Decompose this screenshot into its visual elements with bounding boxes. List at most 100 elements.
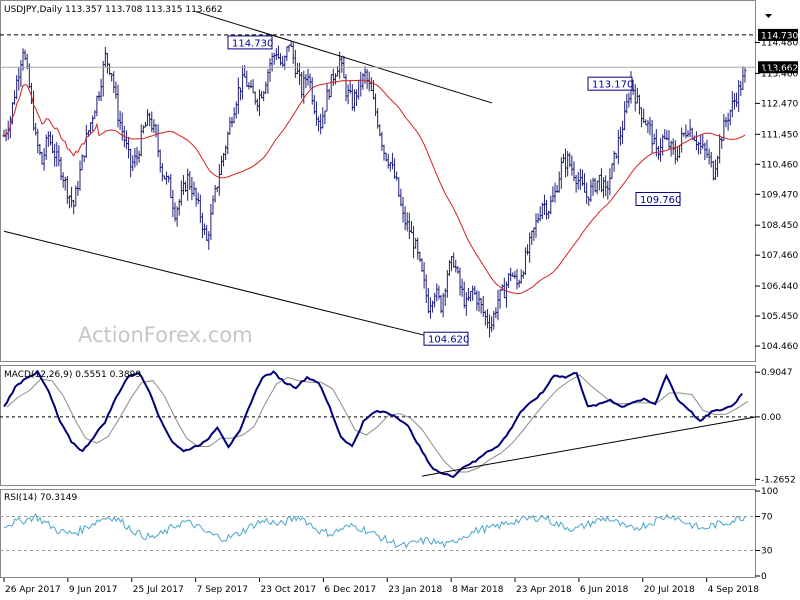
price-bar bbox=[386, 153, 390, 169]
price-bar bbox=[380, 131, 384, 152]
rsi-layer bbox=[0, 513, 756, 551]
price-bar bbox=[496, 289, 500, 321]
macd-y-tick-label: -1.2652 bbox=[761, 475, 796, 485]
x-tick-label: 25 Jul 2017 bbox=[133, 585, 184, 595]
macd-trendline bbox=[421, 416, 757, 477]
price-bar bbox=[428, 297, 432, 319]
price-bar bbox=[572, 161, 576, 182]
price-bar bbox=[507, 273, 511, 289]
x-tick-label: 8 Mar 2018 bbox=[452, 585, 504, 595]
price-bar bbox=[718, 134, 722, 164]
price-bar bbox=[675, 147, 679, 162]
price-bar bbox=[279, 53, 283, 66]
rsi-line bbox=[3, 513, 746, 549]
price-bar bbox=[513, 270, 517, 279]
price-bar bbox=[143, 121, 147, 128]
price-bar bbox=[680, 127, 684, 153]
macd-panel-frame bbox=[0, 365, 756, 486]
price-bar bbox=[564, 148, 568, 178]
price-bar bbox=[285, 46, 289, 61]
price-bar bbox=[226, 131, 230, 154]
price-bar bbox=[200, 212, 204, 239]
price-bar bbox=[625, 93, 629, 114]
watermark: ActionForex.com bbox=[78, 323, 253, 347]
price-bar bbox=[732, 93, 736, 110]
rsi-y-tick-label: 70 bbox=[761, 513, 773, 523]
header-dropdown-icon[interactable] bbox=[765, 14, 772, 18]
price-bar bbox=[245, 70, 249, 87]
price-bar bbox=[583, 173, 587, 193]
price-bar bbox=[331, 68, 335, 86]
price-bar bbox=[538, 206, 542, 222]
price-bar bbox=[728, 109, 732, 126]
price-bar bbox=[606, 180, 610, 200]
price-bar bbox=[650, 119, 654, 154]
price-bar bbox=[141, 125, 145, 134]
price-bar bbox=[462, 281, 466, 309]
price-callout-text: 104.620 bbox=[428, 335, 469, 346]
price-bar bbox=[593, 177, 597, 193]
price-bar bbox=[124, 130, 128, 150]
price-bar bbox=[671, 138, 675, 155]
price-bar bbox=[319, 113, 323, 135]
price-bar bbox=[344, 74, 348, 102]
price-bar bbox=[477, 291, 481, 312]
x-tick-label: 23 Jan 2018 bbox=[388, 585, 442, 595]
price-bar bbox=[688, 119, 692, 138]
price-bar bbox=[388, 162, 392, 172]
price-bar bbox=[743, 66, 747, 83]
price-bar bbox=[730, 91, 734, 118]
price-bar bbox=[53, 143, 57, 167]
price-bar bbox=[439, 295, 443, 314]
price-callout: 109.760 bbox=[635, 191, 681, 206]
price-bar bbox=[137, 150, 141, 163]
x-tick-label: 26 Apr 2017 bbox=[5, 585, 61, 595]
price-bar bbox=[542, 194, 546, 215]
price-bar bbox=[545, 199, 549, 220]
price-bar bbox=[120, 112, 124, 141]
price-bar bbox=[737, 80, 741, 113]
price-bar bbox=[78, 160, 82, 191]
price-bar bbox=[15, 75, 19, 100]
price-bar bbox=[724, 117, 728, 128]
price-y-tick-label: 114.480 bbox=[761, 38, 798, 48]
price-bar bbox=[129, 148, 133, 178]
price-bar bbox=[369, 77, 373, 92]
price-bar bbox=[703, 142, 707, 161]
price-callout-text: 114.730 bbox=[232, 38, 273, 49]
price-bar bbox=[234, 101, 238, 119]
price-bar bbox=[534, 213, 538, 238]
price-bar bbox=[105, 52, 109, 74]
price-bar bbox=[131, 155, 135, 172]
price-bar bbox=[61, 172, 65, 188]
price-y-tick-label: 105.450 bbox=[761, 312, 798, 322]
price-bar bbox=[72, 199, 76, 215]
price-bar bbox=[635, 87, 639, 104]
price-bar bbox=[133, 147, 137, 168]
price-y-tick-label: 108.450 bbox=[761, 221, 798, 231]
price-bar bbox=[530, 230, 534, 246]
price-y-tick-label: 109.470 bbox=[761, 190, 798, 200]
price-bar bbox=[528, 232, 532, 263]
price-bar bbox=[219, 155, 223, 176]
price-bar bbox=[504, 281, 508, 308]
macd-label: MACD(12,26,9) 0.5551 0.3899 bbox=[4, 370, 141, 380]
price-bar bbox=[241, 65, 245, 100]
price-bar bbox=[646, 120, 650, 134]
price-bar bbox=[656, 146, 660, 160]
price-bar bbox=[399, 188, 403, 207]
price-bar bbox=[517, 279, 521, 288]
price-bar bbox=[160, 163, 164, 182]
price-bar bbox=[640, 107, 644, 128]
price-bar bbox=[610, 163, 614, 179]
price-level-tag-text: 113.662 bbox=[761, 64, 798, 74]
price-bar bbox=[270, 52, 274, 72]
price-bar bbox=[412, 225, 416, 259]
price-bar bbox=[599, 168, 603, 193]
price-bar bbox=[536, 213, 540, 224]
price-y-tick-label: 111.450 bbox=[761, 130, 798, 140]
price-bar bbox=[585, 182, 589, 204]
price-y-tick-label: 107.460 bbox=[761, 251, 798, 261]
price-bar bbox=[198, 194, 202, 224]
price-bar bbox=[722, 114, 726, 141]
